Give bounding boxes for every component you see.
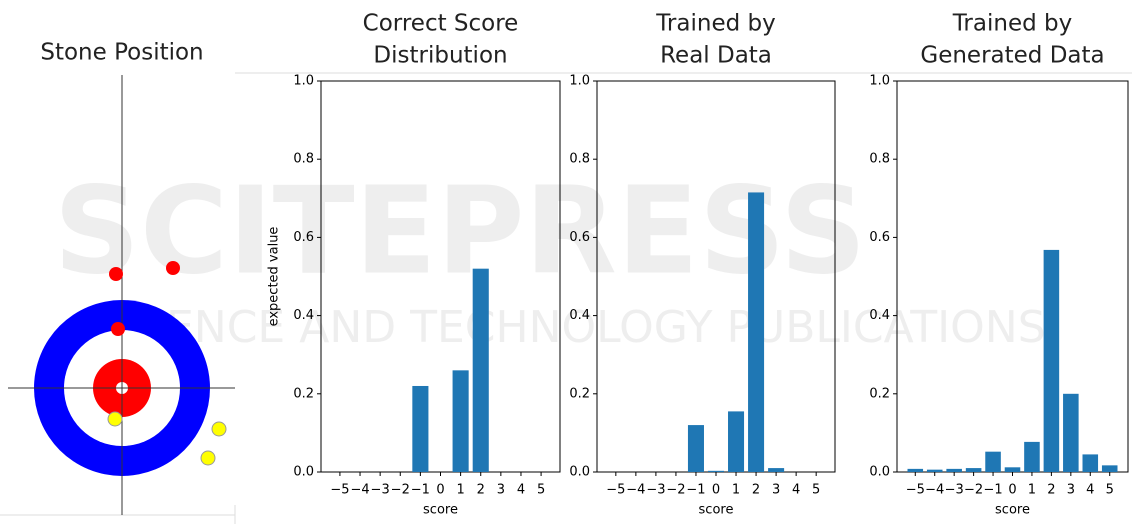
y-tick-label: 0.0	[293, 465, 314, 480]
x-tick-label: −4	[626, 483, 645, 498]
x-tick-label: −3	[945, 483, 964, 498]
x-tick-label: 1	[1028, 483, 1036, 498]
y-tick-label: 0.2	[569, 386, 590, 401]
y-tick-label: 0.4	[569, 308, 590, 323]
yellow-stone	[211, 421, 227, 437]
x-axis-label: score	[423, 503, 458, 518]
x-tick-label: −1	[686, 483, 705, 498]
bar	[1004, 467, 1021, 472]
y-tick-label: 0.4	[293, 308, 314, 323]
y-tick-label: 0.2	[869, 386, 890, 401]
bar	[687, 425, 704, 472]
x-axis-label: score	[699, 503, 734, 518]
watermark: SCITEPRESS	[54, 163, 867, 302]
x-tick-label: 5	[1106, 483, 1114, 498]
bar	[412, 385, 429, 472]
x-tick-label: 4	[792, 483, 800, 498]
y-tick-label: 0.2	[293, 386, 314, 401]
chart-title: Distribution	[373, 43, 507, 69]
red-stone	[111, 322, 125, 336]
y-tick-label: 1.0	[569, 74, 590, 89]
x-tick-label: 1	[456, 483, 464, 498]
bar	[768, 468, 785, 472]
y-tick-label: 0.8	[869, 152, 890, 167]
y-tick-label: 0.6	[569, 230, 590, 245]
x-tick-label: 0	[1008, 483, 1016, 498]
x-tick-label: −4	[350, 483, 369, 498]
y-tick-label: 0.6	[869, 230, 890, 245]
x-tick-label: 1	[732, 483, 740, 498]
chart-title: Trained by	[952, 11, 1072, 37]
chart-title: Real Data	[660, 43, 772, 69]
x-tick-label: 2	[1047, 483, 1055, 498]
x-tick-label: 2	[477, 483, 485, 498]
x-tick-label: −5	[906, 483, 925, 498]
x-tick-label: 5	[812, 483, 820, 498]
bar	[907, 468, 924, 472]
yellow-stone	[200, 450, 216, 466]
bar	[965, 468, 982, 472]
bar	[728, 411, 745, 472]
x-tick-label: 3	[772, 483, 780, 498]
y-tick-label: 0.6	[293, 230, 314, 245]
x-tick-label: 5	[537, 483, 545, 498]
x-tick-label: 4	[517, 483, 525, 498]
bar	[1024, 441, 1040, 472]
x-tick-label: 3	[1067, 483, 1075, 498]
red-stone	[166, 261, 180, 275]
bar	[1082, 454, 1099, 472]
x-tick-label: 0	[436, 483, 444, 498]
y-tick-label: 0.0	[869, 465, 890, 480]
bar	[1043, 249, 1060, 472]
x-tick-label: −5	[606, 483, 625, 498]
x-tick-label: −2	[391, 483, 410, 498]
x-tick-label: −3	[646, 483, 665, 498]
x-tick-label: 2	[752, 483, 760, 498]
bar	[946, 468, 962, 472]
diagram-title: Stone Position	[40, 40, 203, 66]
x-tick-label: −1	[983, 483, 1002, 498]
bar	[452, 370, 469, 472]
bar	[707, 470, 725, 472]
y-tick-label: 0.4	[869, 308, 890, 323]
x-tick-label: −2	[964, 483, 983, 498]
bar	[1101, 465, 1118, 472]
chart-title: Generated Data	[920, 43, 1104, 69]
x-tick-label: −1	[411, 483, 430, 498]
y-tick-label: 1.0	[293, 74, 314, 89]
yellow-stone	[107, 411, 123, 427]
chart-title: Correct Score	[363, 11, 519, 37]
red-stone	[109, 267, 123, 281]
y-tick-label: 0.8	[569, 152, 590, 167]
bar	[748, 192, 765, 472]
y-tick-label: 0.8	[293, 152, 314, 167]
x-tick-label: −4	[925, 483, 944, 498]
bar	[472, 268, 489, 472]
y-axis-label: expected value	[267, 227, 282, 327]
bar	[985, 451, 1001, 472]
chart-title: Trained by	[655, 11, 775, 37]
x-axis-label: score	[995, 503, 1030, 518]
y-tick-label: 1.0	[869, 74, 890, 89]
x-tick-label: −2	[666, 483, 685, 498]
bar	[926, 469, 943, 472]
y-tick-label: 0.0	[569, 465, 590, 480]
x-tick-label: 0	[712, 483, 720, 498]
x-tick-label: 4	[1086, 483, 1094, 498]
x-tick-label: −5	[330, 483, 349, 498]
plot-frame	[896, 80, 1129, 473]
watermark: SCIENCE AND TECHNOLOGY PUBLICATIONS	[94, 302, 1045, 353]
x-tick-label: −3	[371, 483, 390, 498]
x-tick-label: 3	[497, 483, 505, 498]
bar	[1063, 393, 1079, 472]
house-diagram: Stone Position	[8, 40, 235, 515]
